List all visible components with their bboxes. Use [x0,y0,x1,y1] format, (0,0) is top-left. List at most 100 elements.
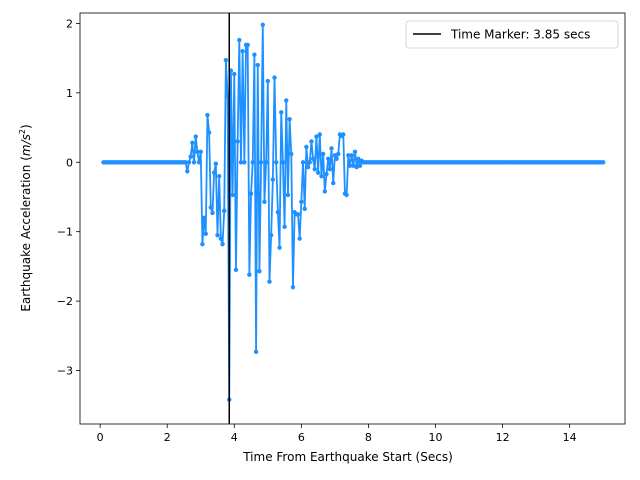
series-point [279,110,284,115]
y-axis-ticks: −3 −2 −1 0 1 2 [57,17,80,378]
series-point [222,208,227,214]
x-tick-label: 2 [164,431,171,444]
series-point [289,151,294,157]
series-point [332,153,338,158]
series-point [285,192,291,198]
series-layer [101,22,606,402]
series-point [300,160,306,165]
series-point [312,167,317,172]
x-tick-label: 12 [496,431,510,444]
series-point [240,48,245,54]
y-tick-label: 0 [66,156,73,169]
series-point [193,134,198,139]
series-point [255,62,260,68]
series-point [235,139,240,144]
series-point [245,42,250,48]
series-point [309,139,314,144]
series-point [188,154,193,159]
series-point [267,279,272,284]
series-point [295,212,301,217]
series-point [352,149,358,155]
series-point [349,153,354,158]
x-tick-label: 6 [298,431,305,444]
series-point [601,160,606,165]
series-point [208,205,213,210]
series-point [216,173,222,179]
series-point [319,173,324,179]
series-point [258,160,264,165]
series-point [262,199,267,205]
series-point [185,169,190,174]
series-point [304,144,309,150]
legend-label: Time Marker: 3.85 secs [450,28,590,42]
y-axis-label-unit: m/s [19,134,33,156]
series-point [190,140,195,146]
x-tick-label: 4 [231,431,238,444]
legend-box [405,20,619,49]
series-point [237,37,242,43]
series-point [260,22,265,27]
series-point [287,117,292,122]
plot-frame [79,12,626,425]
y-tick-label: −1 [57,226,73,239]
series-point [356,156,361,161]
series-point [196,160,202,165]
series-point [215,232,220,238]
series-point [257,269,262,274]
x-axis-ticks: 0 2 4 6 8 10 12 14 [97,424,577,444]
series-point [282,224,287,230]
series-point [186,160,192,165]
series-point [336,151,341,157]
series-point [223,58,229,63]
series-point [213,161,219,166]
x-tick-label: 8 [365,431,372,444]
series-point [263,160,269,165]
y-axis-label: Earthquake Acceleration (m/s2) [18,124,33,311]
series-point [201,215,207,221]
series-point [354,164,359,170]
series-point [206,130,212,135]
series-point [344,192,349,198]
series-point [200,241,205,247]
series-point [203,231,208,236]
series-point [191,160,197,165]
series-line [103,23,604,401]
series-point [274,160,279,165]
series-point [268,232,274,238]
series-point [351,163,356,168]
series-point [238,160,244,165]
plot-area [79,12,626,425]
series-point [331,180,336,186]
series-point [315,170,321,175]
series-point [297,236,302,241]
series-point [248,191,254,196]
legend: Time Marker: 3.85 secs [405,20,619,49]
series-point [317,132,322,137]
y-tick-label: 1 [66,87,73,100]
series-point [324,171,329,177]
series-point [205,112,210,118]
series-point [329,146,334,151]
series-point [280,160,286,165]
series-point [357,163,363,168]
series-point [325,156,331,161]
y-axis-label-exponent: 2 [18,129,27,134]
y-tick-label: −2 [57,295,73,308]
series-point [347,163,353,168]
series-point [247,272,252,277]
series-point [195,149,200,155]
y-tick-label: 2 [66,17,73,30]
x-tick-label: 0 [97,431,104,444]
series-point [252,52,257,57]
x-tick-label: 14 [563,431,577,444]
y-tick-label: −3 [57,365,73,378]
series-point [270,177,276,182]
series-point [250,160,255,165]
series-point [290,285,296,290]
series-point [230,192,235,198]
series-point [314,134,319,139]
series-point [302,206,307,211]
series-point [211,170,217,175]
series-point [320,151,326,157]
